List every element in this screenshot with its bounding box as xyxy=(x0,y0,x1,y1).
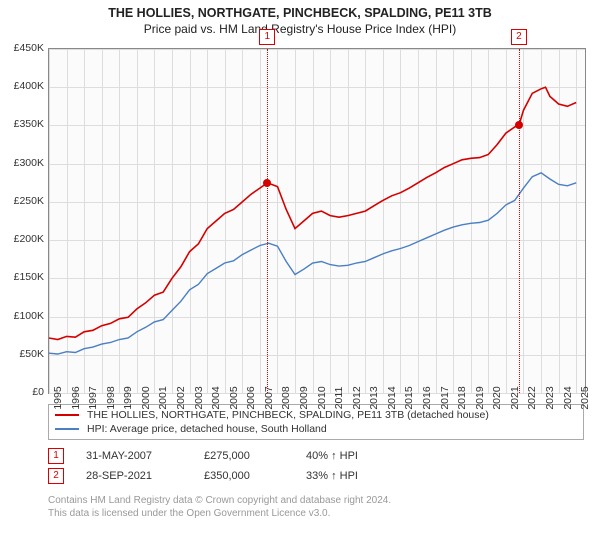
x-axis-label: 2025 xyxy=(579,386,591,409)
y-axis-label: £200K xyxy=(0,233,44,245)
x-axis-label: 2020 xyxy=(491,386,503,409)
reference-line xyxy=(519,49,520,393)
price-marker-dot xyxy=(263,179,271,187)
chart-title: THE HOLLIES, NORTHGATE, PINCHBECK, SPALD… xyxy=(0,6,600,20)
price-marker-dot xyxy=(515,121,523,129)
x-axis-label: 2009 xyxy=(298,386,310,409)
x-axis-label: 2007 xyxy=(263,386,275,409)
x-axis-label: 2008 xyxy=(280,386,292,409)
x-axis-label: 2011 xyxy=(333,387,345,410)
x-axis-label: 2016 xyxy=(421,386,433,409)
footer-line: Contains HM Land Registry data © Crown c… xyxy=(48,494,584,507)
reference-marker-box: 1 xyxy=(259,29,275,45)
event-date: 31-MAY-2007 xyxy=(86,450,182,462)
x-axis-label: 2012 xyxy=(351,386,363,409)
x-axis-label: 2003 xyxy=(193,386,205,409)
y-axis-label: £350K xyxy=(0,118,44,130)
event-marker-box: 1 xyxy=(48,448,64,464)
y-axis-label: £0 xyxy=(0,386,44,398)
y-axis-label: £150K xyxy=(0,271,44,283)
x-axis-label: 1995 xyxy=(52,386,64,409)
x-axis-label: 1998 xyxy=(105,386,117,409)
x-axis-label: 2013 xyxy=(368,386,380,409)
y-axis-label: £50K xyxy=(0,348,44,360)
y-axis-label: £100K xyxy=(0,310,44,322)
y-axis-label: £300K xyxy=(0,157,44,169)
x-axis-label: 2024 xyxy=(562,386,574,409)
event-marker-box: 2 xyxy=(48,468,64,484)
x-axis-label: 2006 xyxy=(245,386,257,409)
legend-label: HPI: Average price, detached house, Sout… xyxy=(87,423,327,435)
x-axis-label: 2004 xyxy=(210,386,222,409)
legend-item: HPI: Average price, detached house, Sout… xyxy=(55,422,577,436)
x-axis-label: 2000 xyxy=(140,386,152,409)
event-date: 28-SEP-2021 xyxy=(86,470,182,482)
event-price: £275,000 xyxy=(204,450,284,462)
footer-line: This data is licensed under the Open Gov… xyxy=(48,507,584,520)
event-delta: 40% ↑ HPI xyxy=(306,450,406,462)
y-axis-label: £250K xyxy=(0,195,44,207)
x-axis-label: 2002 xyxy=(175,386,187,409)
x-axis-label: 2015 xyxy=(403,386,415,409)
series-line-hpi xyxy=(49,173,576,354)
events-table: 1 31-MAY-2007 £275,000 40% ↑ HPI 2 28-SE… xyxy=(48,446,584,486)
event-row: 1 31-MAY-2007 £275,000 40% ↑ HPI xyxy=(48,446,584,466)
legend-label: THE HOLLIES, NORTHGATE, PINCHBECK, SPALD… xyxy=(87,409,489,421)
x-axis-label: 2022 xyxy=(526,386,538,409)
legend-swatch xyxy=(55,428,79,430)
footer-attribution: Contains HM Land Registry data © Crown c… xyxy=(48,494,584,520)
event-price: £350,000 xyxy=(204,470,284,482)
x-axis-label: 2014 xyxy=(386,386,398,409)
x-axis-label: 2021 xyxy=(509,386,521,409)
x-axis-label: 1999 xyxy=(122,386,134,409)
y-axis-label: £450K xyxy=(0,42,44,54)
x-axis-label: 2010 xyxy=(316,386,328,409)
legend-swatch xyxy=(55,414,79,416)
legend-item: THE HOLLIES, NORTHGATE, PINCHBECK, SPALD… xyxy=(55,408,577,422)
chart-plot-area: 12 xyxy=(48,48,586,394)
x-axis-label: 2018 xyxy=(456,386,468,409)
x-axis-label: 2019 xyxy=(474,386,486,409)
reference-marker-box: 2 xyxy=(511,29,527,45)
x-axis-label: 2023 xyxy=(544,386,556,409)
x-axis-label: 2017 xyxy=(439,386,451,409)
event-delta: 33% ↑ HPI xyxy=(306,470,406,482)
x-axis-label: 1996 xyxy=(70,386,82,409)
y-axis-label: £400K xyxy=(0,80,44,92)
x-axis-label: 2005 xyxy=(228,386,240,409)
reference-line xyxy=(267,49,268,393)
event-row: 2 28-SEP-2021 £350,000 33% ↑ HPI xyxy=(48,466,584,486)
x-axis-label: 1997 xyxy=(87,386,99,409)
x-axis-label: 2001 xyxy=(157,386,169,409)
